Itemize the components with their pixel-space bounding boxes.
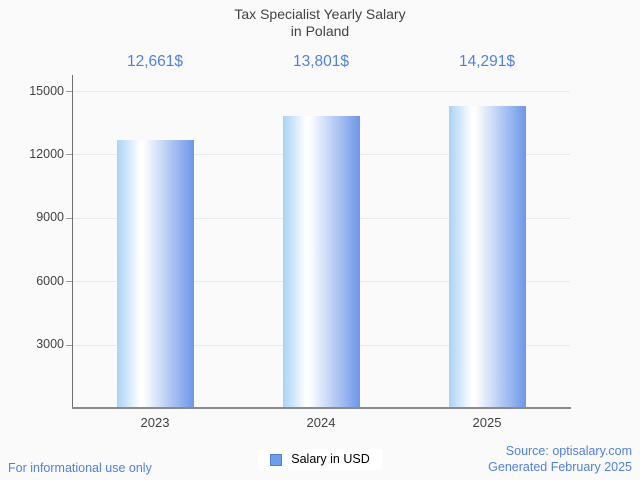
y-gridline bbox=[72, 91, 570, 92]
y-tick-label: 12000 bbox=[29, 146, 64, 161]
y-tick-mark bbox=[66, 344, 72, 346]
x-axis-label: 2025 bbox=[472, 415, 502, 430]
y-tick-label: 6000 bbox=[36, 273, 64, 288]
y-tick-mark bbox=[66, 281, 72, 283]
generated-text: Generated February 2025 bbox=[488, 459, 632, 474]
legend-entry[interactable]: Salary in USD bbox=[258, 449, 382, 470]
chart-title-line2: in Poland bbox=[290, 23, 350, 39]
bar-value-label: 14,291$ bbox=[458, 53, 516, 70]
chart-title-line1: Tax Specialist Yearly Salary bbox=[234, 6, 406, 22]
x-axis-label: 2024 bbox=[306, 415, 336, 430]
source-text: Source: optisalary.com bbox=[505, 444, 632, 458]
legend: Salary in USD bbox=[0, 449, 640, 470]
bar-2025 bbox=[448, 105, 526, 408]
bar-2024 bbox=[282, 116, 360, 408]
y-axis-line bbox=[72, 75, 73, 408]
y-tick-label: 9000 bbox=[36, 210, 64, 225]
y-tick-label: 15000 bbox=[29, 83, 64, 98]
legend-label: Salary in USD bbox=[291, 452, 370, 466]
legend-swatch-icon bbox=[270, 453, 283, 466]
y-tick-mark bbox=[66, 91, 72, 92]
y-tick-mark bbox=[66, 217, 72, 219]
x-axis-line bbox=[72, 407, 571, 409]
y-tick-label: 3000 bbox=[36, 337, 64, 352]
disclaimer-text: For informational use only bbox=[8, 461, 152, 475]
source-block: Source: optisalary.com Generated Februar… bbox=[488, 444, 632, 475]
bar-value-label: 12,661$ bbox=[126, 53, 184, 70]
bar-2023 bbox=[116, 140, 194, 408]
bar-value-label: 13,801$ bbox=[292, 53, 350, 70]
chart-title: Tax Specialist Yearly Salary in Poland bbox=[0, 6, 640, 40]
y-tick-mark bbox=[66, 154, 72, 156]
x-axis-label: 2023 bbox=[140, 415, 170, 430]
